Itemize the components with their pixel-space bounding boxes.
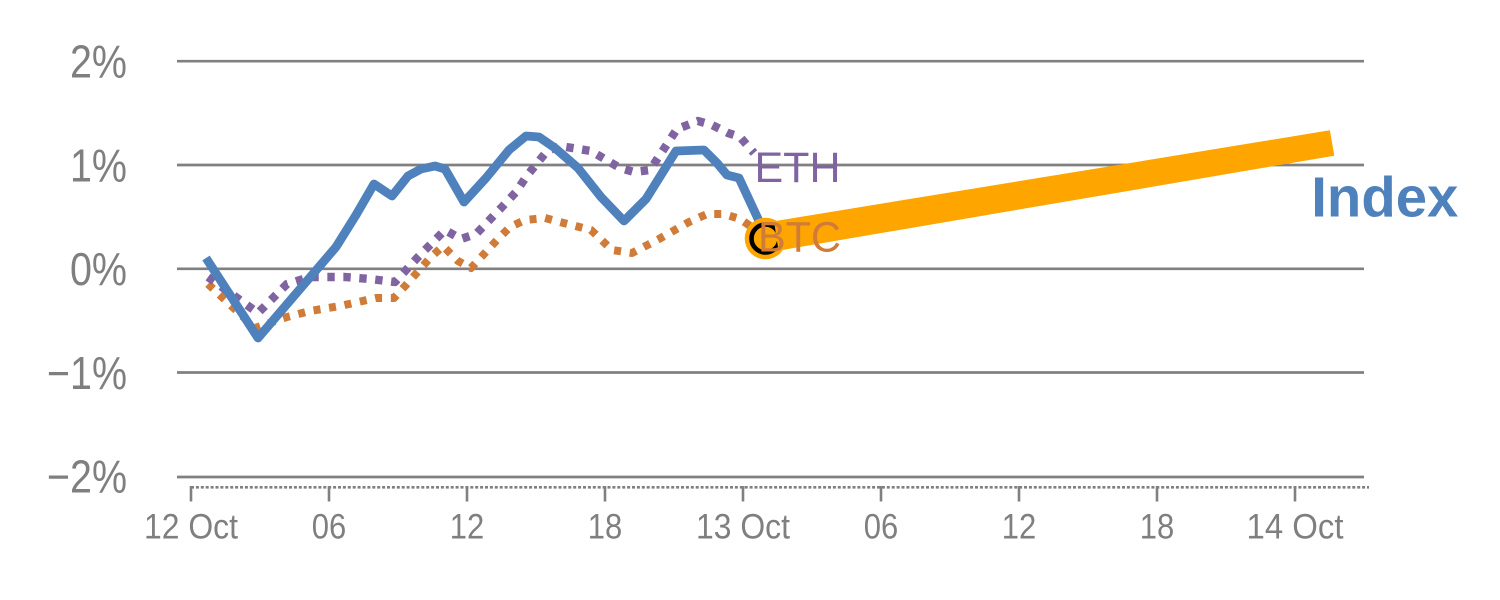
svg-text:12: 12: [1002, 507, 1037, 547]
svg-text:−1%: −1%: [47, 347, 127, 399]
svg-text:06: 06: [864, 507, 899, 547]
svg-text:14 Oct: 14 Oct: [1247, 507, 1344, 547]
svg-text:−2%: −2%: [47, 451, 127, 503]
svg-text:Index: Index: [1311, 166, 1458, 230]
svg-text:0%: 0%: [70, 243, 127, 295]
svg-text:06: 06: [312, 507, 347, 547]
svg-text:18: 18: [1140, 507, 1175, 547]
svg-text:BTC: BTC: [758, 214, 841, 262]
svg-text:13 Oct: 13 Oct: [696, 507, 790, 547]
svg-text:2%: 2%: [70, 36, 127, 88]
svg-text:1%: 1%: [70, 139, 127, 191]
svg-text:ETH: ETH: [755, 144, 841, 192]
svg-text:12: 12: [450, 507, 485, 547]
svg-text:12 Oct: 12 Oct: [144, 507, 238, 547]
svg-text:18: 18: [588, 507, 623, 547]
